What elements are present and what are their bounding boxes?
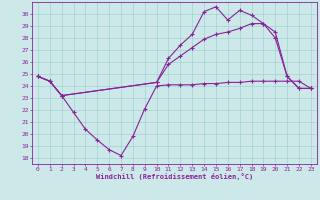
X-axis label: Windchill (Refroidissement éolien,°C): Windchill (Refroidissement éolien,°C) [96, 173, 253, 180]
